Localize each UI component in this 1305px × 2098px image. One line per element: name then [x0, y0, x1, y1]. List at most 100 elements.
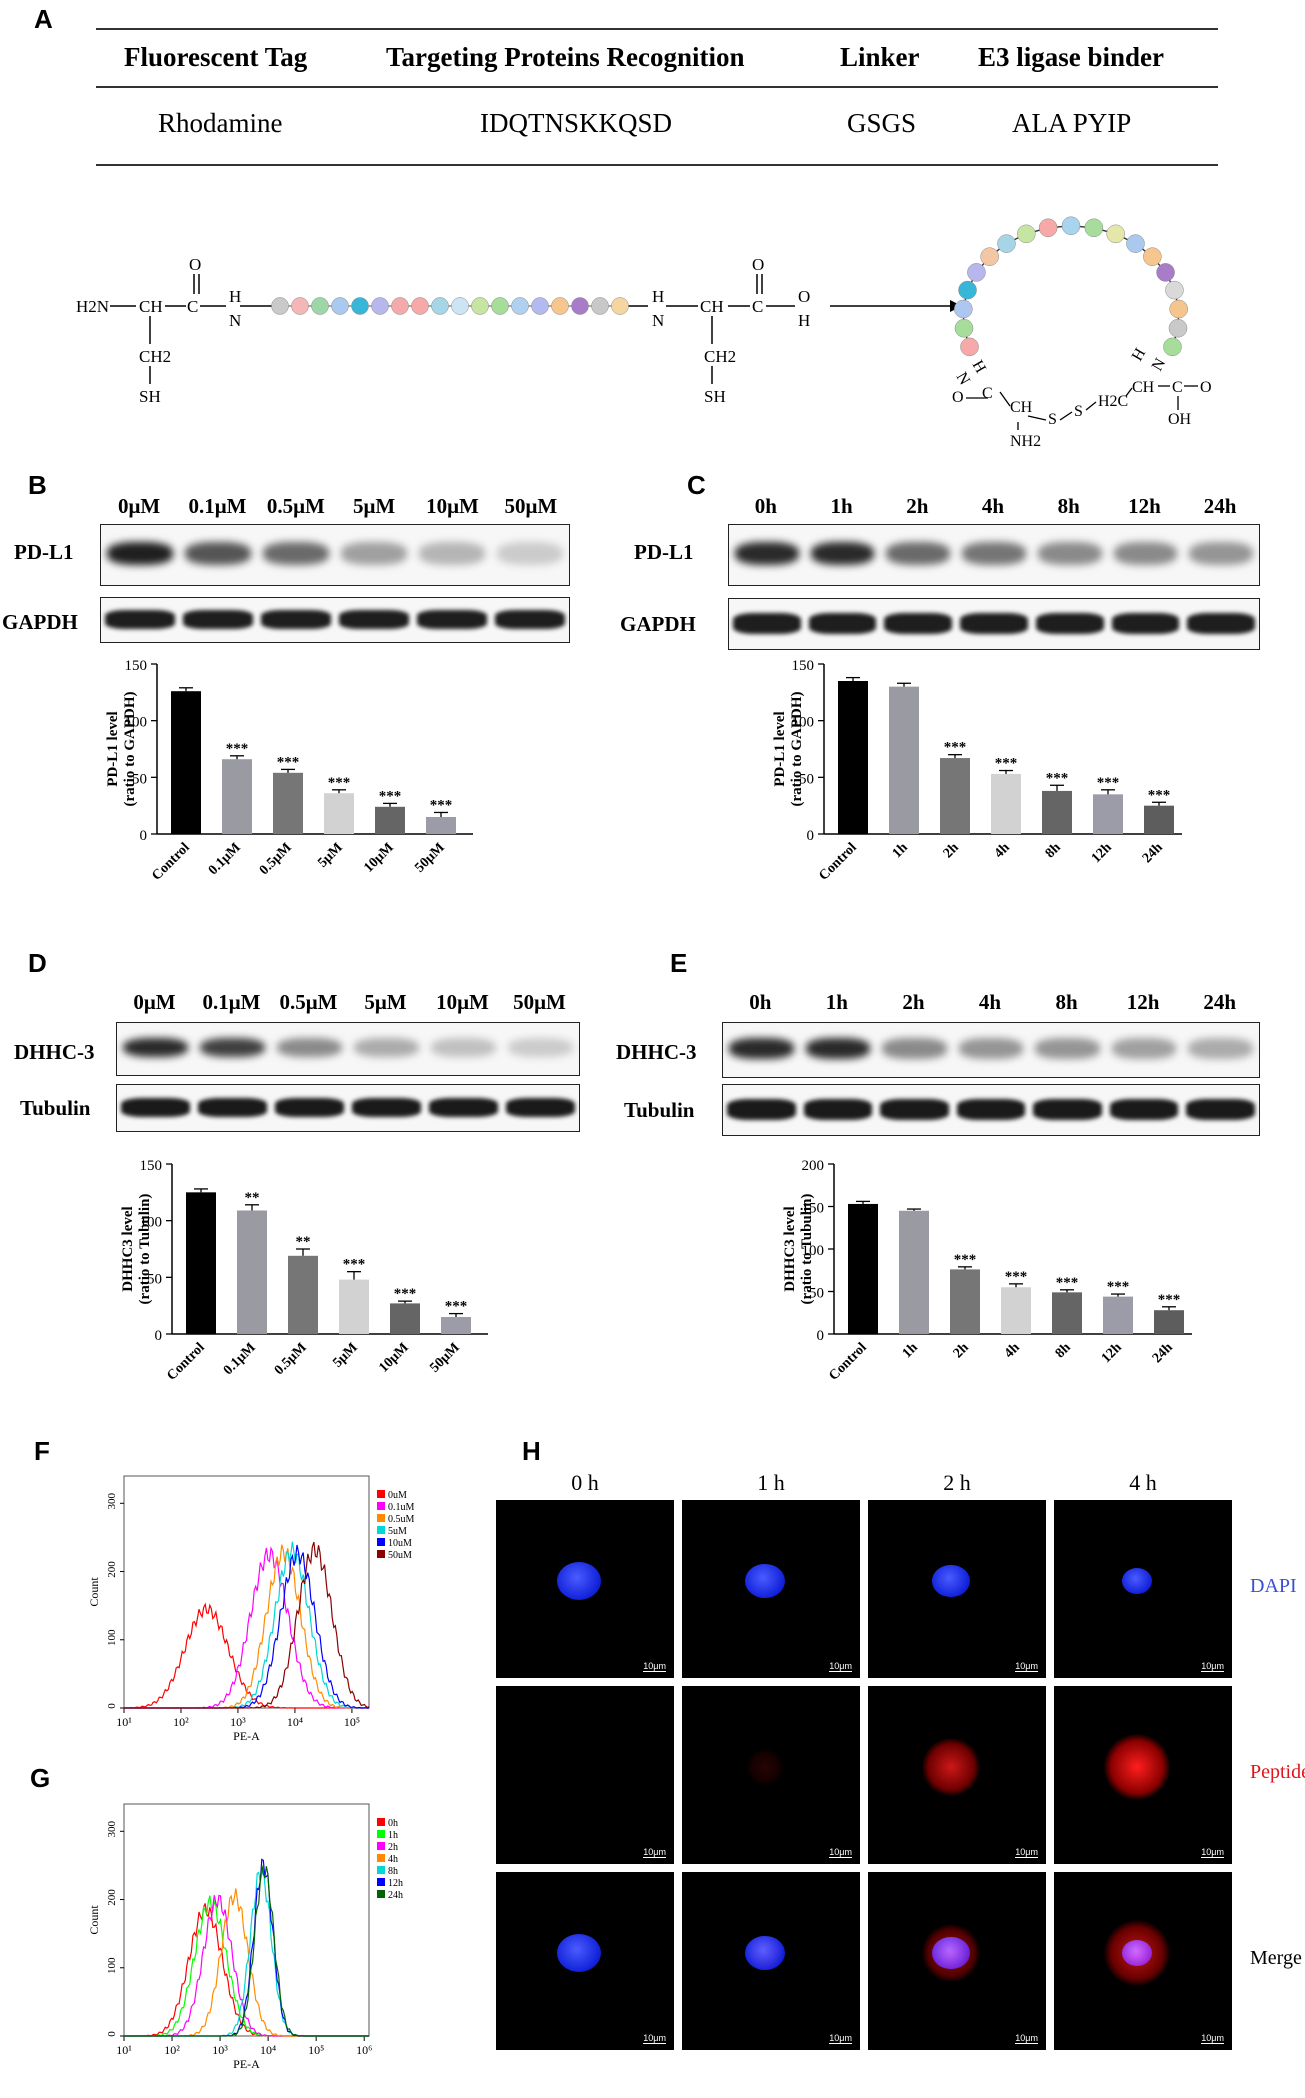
x-tick-label: 50μM [427, 1340, 462, 1375]
bar [441, 1317, 471, 1334]
blot-e-row-label-control: Tubulin [624, 1098, 695, 1122]
chain-bead [451, 297, 469, 315]
target-band [354, 1037, 419, 1058]
significance-label: *** [1158, 1292, 1181, 1308]
blot-c-control-membrane [728, 598, 1260, 650]
x-tick-label: 0.5μM [272, 1340, 310, 1378]
legend-swatch [377, 1890, 385, 1898]
chain-bead [491, 297, 509, 315]
ring-atom-o2: O [1200, 379, 1212, 396]
microscopy-image: 10μm [868, 1500, 1046, 1678]
microscopy-column-label: 2 h [943, 1470, 971, 1495]
x-tick-label: 0.5μM [257, 840, 295, 878]
blot-b-control-membrane [100, 597, 570, 643]
blot-lane-label: 24h [1203, 990, 1237, 1014]
legend-label: 0h [388, 1818, 398, 1829]
x-tick-label: Control [826, 1340, 870, 1384]
significance-label: *** [954, 1252, 977, 1268]
chain-bead [291, 297, 309, 315]
legend-label: 0uM [388, 1490, 407, 1501]
legend-label: 1h [388, 1830, 398, 1841]
ring-atom-s2: S [1074, 403, 1083, 420]
significance-label: *** [328, 775, 351, 791]
y-tick-label: 0 [155, 1328, 163, 1344]
blot-d-row-label-target: DHHC-3 [14, 1040, 95, 1064]
histogram-series [124, 1541, 369, 1709]
control-band [429, 1097, 498, 1118]
peptide-scheme: H2N CH C O H N CH2 SH H N CH C O O H CH2… [76, 216, 1212, 450]
chain-bead [511, 297, 529, 315]
blot-lane-label: 50μM [504, 494, 558, 518]
table-bottom-rule [96, 164, 1218, 166]
significance-label: *** [1107, 1279, 1130, 1295]
significance-label: *** [430, 797, 453, 813]
ring-atom-s1: S [1048, 411, 1057, 428]
table-value-e3: ALA PYIP [1012, 108, 1132, 138]
ring-bead [1168, 318, 1188, 338]
y-tick-label: 100 [792, 715, 815, 731]
significance-label: *** [379, 788, 402, 804]
x-tick-label: 1h [890, 840, 911, 861]
target-band [1037, 541, 1102, 565]
y-tick-label: 150 [802, 1201, 825, 1217]
y-tick-label: 0 [817, 1328, 825, 1344]
x-tick-label: 10⁴ [287, 1715, 303, 1729]
bar [1093, 794, 1123, 834]
y-tick-label: 150 [125, 658, 148, 674]
scale-bar: 10μm [829, 2033, 852, 2044]
target-band [508, 1037, 573, 1058]
ring-bead [954, 318, 974, 338]
table-value-targeting: IDQTNSKKQSD [480, 108, 673, 138]
scale-bar: 10μm [1015, 1661, 1038, 1672]
blot-lane-label: 5μM [353, 494, 396, 518]
panel-label-a: A [34, 4, 53, 34]
blot-e-row-label-target: DHHC-3 [616, 1040, 697, 1064]
bar [237, 1210, 267, 1334]
x-tick-label: 2h [951, 1340, 972, 1361]
table-value-fluorescent-tag: Rhodamine [158, 108, 283, 138]
y-tick-label: 150 [140, 1158, 163, 1174]
ring-atom-c2: C [1172, 379, 1183, 396]
blot-lane-label: 0.5μM [266, 494, 325, 518]
control-band [506, 1097, 575, 1118]
control-band [880, 1099, 949, 1120]
blot-d-row-label-control: Tubulin [20, 1096, 91, 1120]
blot-lane-label: 12h [1128, 494, 1161, 518]
scale-bar: 10μm [1201, 2033, 1224, 2044]
nucleus [745, 1935, 785, 1971]
ring-bead [1126, 234, 1145, 253]
microscopy-image: 10μm [1054, 1500, 1232, 1678]
significance-label: *** [445, 1299, 468, 1315]
table-header-fluorescent-tag: Fluorescent Tag [124, 42, 308, 72]
ring-bead [1017, 224, 1036, 244]
x-tick-label: 8h [1043, 840, 1064, 861]
significance-label: *** [226, 741, 249, 757]
target-band [1188, 1038, 1253, 1059]
legend-label: 0.5uM [388, 1514, 415, 1525]
blot-lane-label: 0.1μM [188, 494, 247, 518]
bar [1052, 1292, 1082, 1334]
atom-n-left: N [229, 311, 241, 330]
ring-atom-c1: C [982, 385, 993, 402]
chart-c-pdl1-time: 0 50 100 150 PD-L1 level(ratio to GAPDH) Cont… [772, 658, 1182, 884]
blot-lane-label: 0h [754, 494, 777, 518]
scale-bar: 10μm [1201, 1847, 1224, 1858]
bar [950, 1269, 980, 1334]
bar [940, 758, 970, 834]
control-band [183, 610, 253, 629]
bar [222, 759, 252, 834]
control-band [275, 1097, 344, 1118]
ring-bead [954, 299, 973, 319]
panel-label-f: F [34, 1436, 50, 1466]
y-tick-label: 200 [106, 1561, 118, 1578]
ring-bead [1106, 224, 1125, 244]
panel-label-b: B [28, 470, 47, 500]
y-axis-label: DHHC3 level(ratio to Tubulin) [120, 1194, 153, 1305]
peptide-signal [1104, 1734, 1170, 1800]
target-band [1113, 541, 1178, 565]
target-band [886, 541, 951, 565]
control-band [105, 610, 175, 629]
ring-bead [1163, 337, 1182, 357]
x-tick-label: 10² [164, 2043, 180, 2057]
